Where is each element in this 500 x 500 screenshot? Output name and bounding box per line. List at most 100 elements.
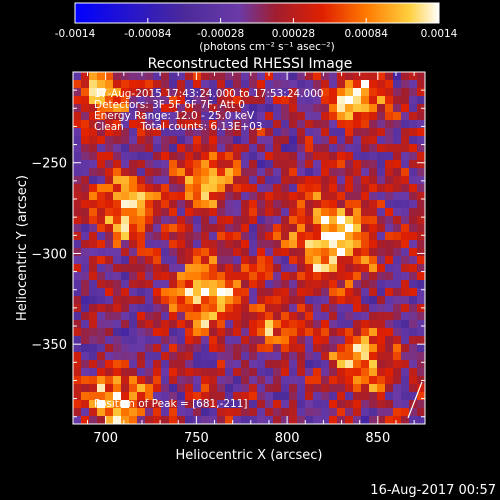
heatmap-cell [97, 80, 106, 89]
heatmap-cell [353, 136, 362, 145]
heatmap-cell [129, 320, 138, 329]
heatmap-cell [361, 144, 370, 153]
heatmap-cell [121, 256, 130, 265]
heatmap-cell [153, 296, 162, 305]
heatmap-cell [129, 248, 138, 257]
heatmap-cell [169, 376, 178, 385]
heatmap-cell [265, 288, 274, 297]
heatmap-cell [329, 240, 338, 249]
heatmap-cell [177, 136, 186, 145]
heatmap-cell [281, 136, 290, 145]
heatmap-cell [137, 136, 146, 145]
heatmap-cell [97, 120, 106, 129]
heatmap-cell [169, 256, 178, 265]
heatmap-cell [273, 264, 282, 273]
heatmap-cell [297, 392, 306, 401]
heatmap-cell [289, 352, 298, 361]
heatmap-cell [273, 384, 282, 393]
heatmap-cell [121, 408, 130, 417]
heatmap-cell [137, 152, 146, 161]
heatmap-cell [329, 408, 338, 417]
heatmap-cell [97, 312, 106, 321]
heatmap-cell [305, 96, 314, 105]
heatmap-cell [281, 416, 290, 425]
heatmap-cell [97, 368, 106, 377]
heatmap-cell [153, 352, 162, 361]
heatmap-cell [289, 152, 298, 161]
heatmap-cell [201, 392, 210, 401]
heatmap-cell [241, 136, 250, 145]
heatmap-cell [369, 168, 378, 177]
heatmap-cell [345, 232, 354, 241]
heatmap-cell [353, 128, 362, 137]
heatmap-cell [401, 328, 410, 337]
heatmap-cell [193, 120, 202, 129]
heatmap-cell [105, 336, 114, 345]
heatmap-cell [241, 416, 250, 425]
heatmap-cell [281, 288, 290, 297]
heatmap-cell [89, 352, 98, 361]
heatmap-cell [193, 136, 202, 145]
heatmap-cell [257, 416, 266, 425]
heatmap-cell [225, 304, 234, 313]
heatmap-cell [233, 376, 242, 385]
heatmap-cell [169, 400, 178, 409]
heatmap-cell [89, 200, 98, 209]
heatmap-cell [225, 336, 234, 345]
heatmap-cell [417, 72, 426, 81]
heatmap-cell [129, 120, 138, 129]
heatmap-cell [369, 192, 378, 201]
heatmap-cell [417, 336, 426, 345]
heatmap-cell [281, 344, 290, 353]
heatmap-cell [393, 408, 402, 417]
heatmap-cell [265, 328, 274, 337]
heatmap-cell [361, 104, 370, 113]
heatmap-cell [281, 312, 290, 321]
heatmap-cell [121, 416, 130, 425]
heatmap-cell [177, 336, 186, 345]
heatmap-cell [401, 144, 410, 153]
heatmap-cell [161, 408, 170, 417]
heatmap-cell [241, 104, 250, 113]
heatmap-cell [241, 328, 250, 337]
heatmap-cell [209, 264, 218, 273]
heatmap-cell [305, 312, 314, 321]
heatmap-cell [409, 88, 418, 97]
heatmap-cell [129, 160, 138, 169]
heatmap-cell [105, 104, 114, 113]
heatmap-cell [385, 392, 394, 401]
heatmap-cell [153, 240, 162, 249]
heatmap-cell [353, 368, 362, 377]
heatmap-cell [169, 408, 178, 417]
heatmap-cell [233, 136, 242, 145]
heatmap-cell [377, 384, 386, 393]
heatmap-cell [305, 192, 314, 201]
heatmap-cell [417, 136, 426, 145]
heatmap-cell [345, 168, 354, 177]
heatmap-cell [81, 104, 90, 113]
heatmap-cell [321, 344, 330, 353]
heatmap-cell [361, 128, 370, 137]
heatmap-cell [361, 152, 370, 161]
heatmap-cell [417, 208, 426, 217]
heatmap-cell [257, 216, 266, 225]
heatmap-cell [185, 152, 194, 161]
heatmap-cell [305, 232, 314, 241]
heatmap-cell [193, 88, 202, 97]
heatmap-cell [209, 368, 218, 377]
heatmap-cell [361, 360, 370, 369]
heatmap-cell [169, 112, 178, 121]
heatmap-cell [137, 192, 146, 201]
heatmap-cell [361, 264, 370, 273]
heatmap-cell [129, 80, 138, 89]
heatmap-cell [225, 120, 234, 129]
heatmap-cell [385, 96, 394, 105]
heatmap-cell [73, 80, 82, 89]
heatmap-cell [401, 384, 410, 393]
heatmap-cell [121, 400, 130, 409]
heatmap-cell [193, 344, 202, 353]
heatmap-cell [137, 104, 146, 113]
heatmap-cell [233, 232, 242, 241]
heatmap-cell [377, 392, 386, 401]
heatmap-cell [81, 96, 90, 105]
